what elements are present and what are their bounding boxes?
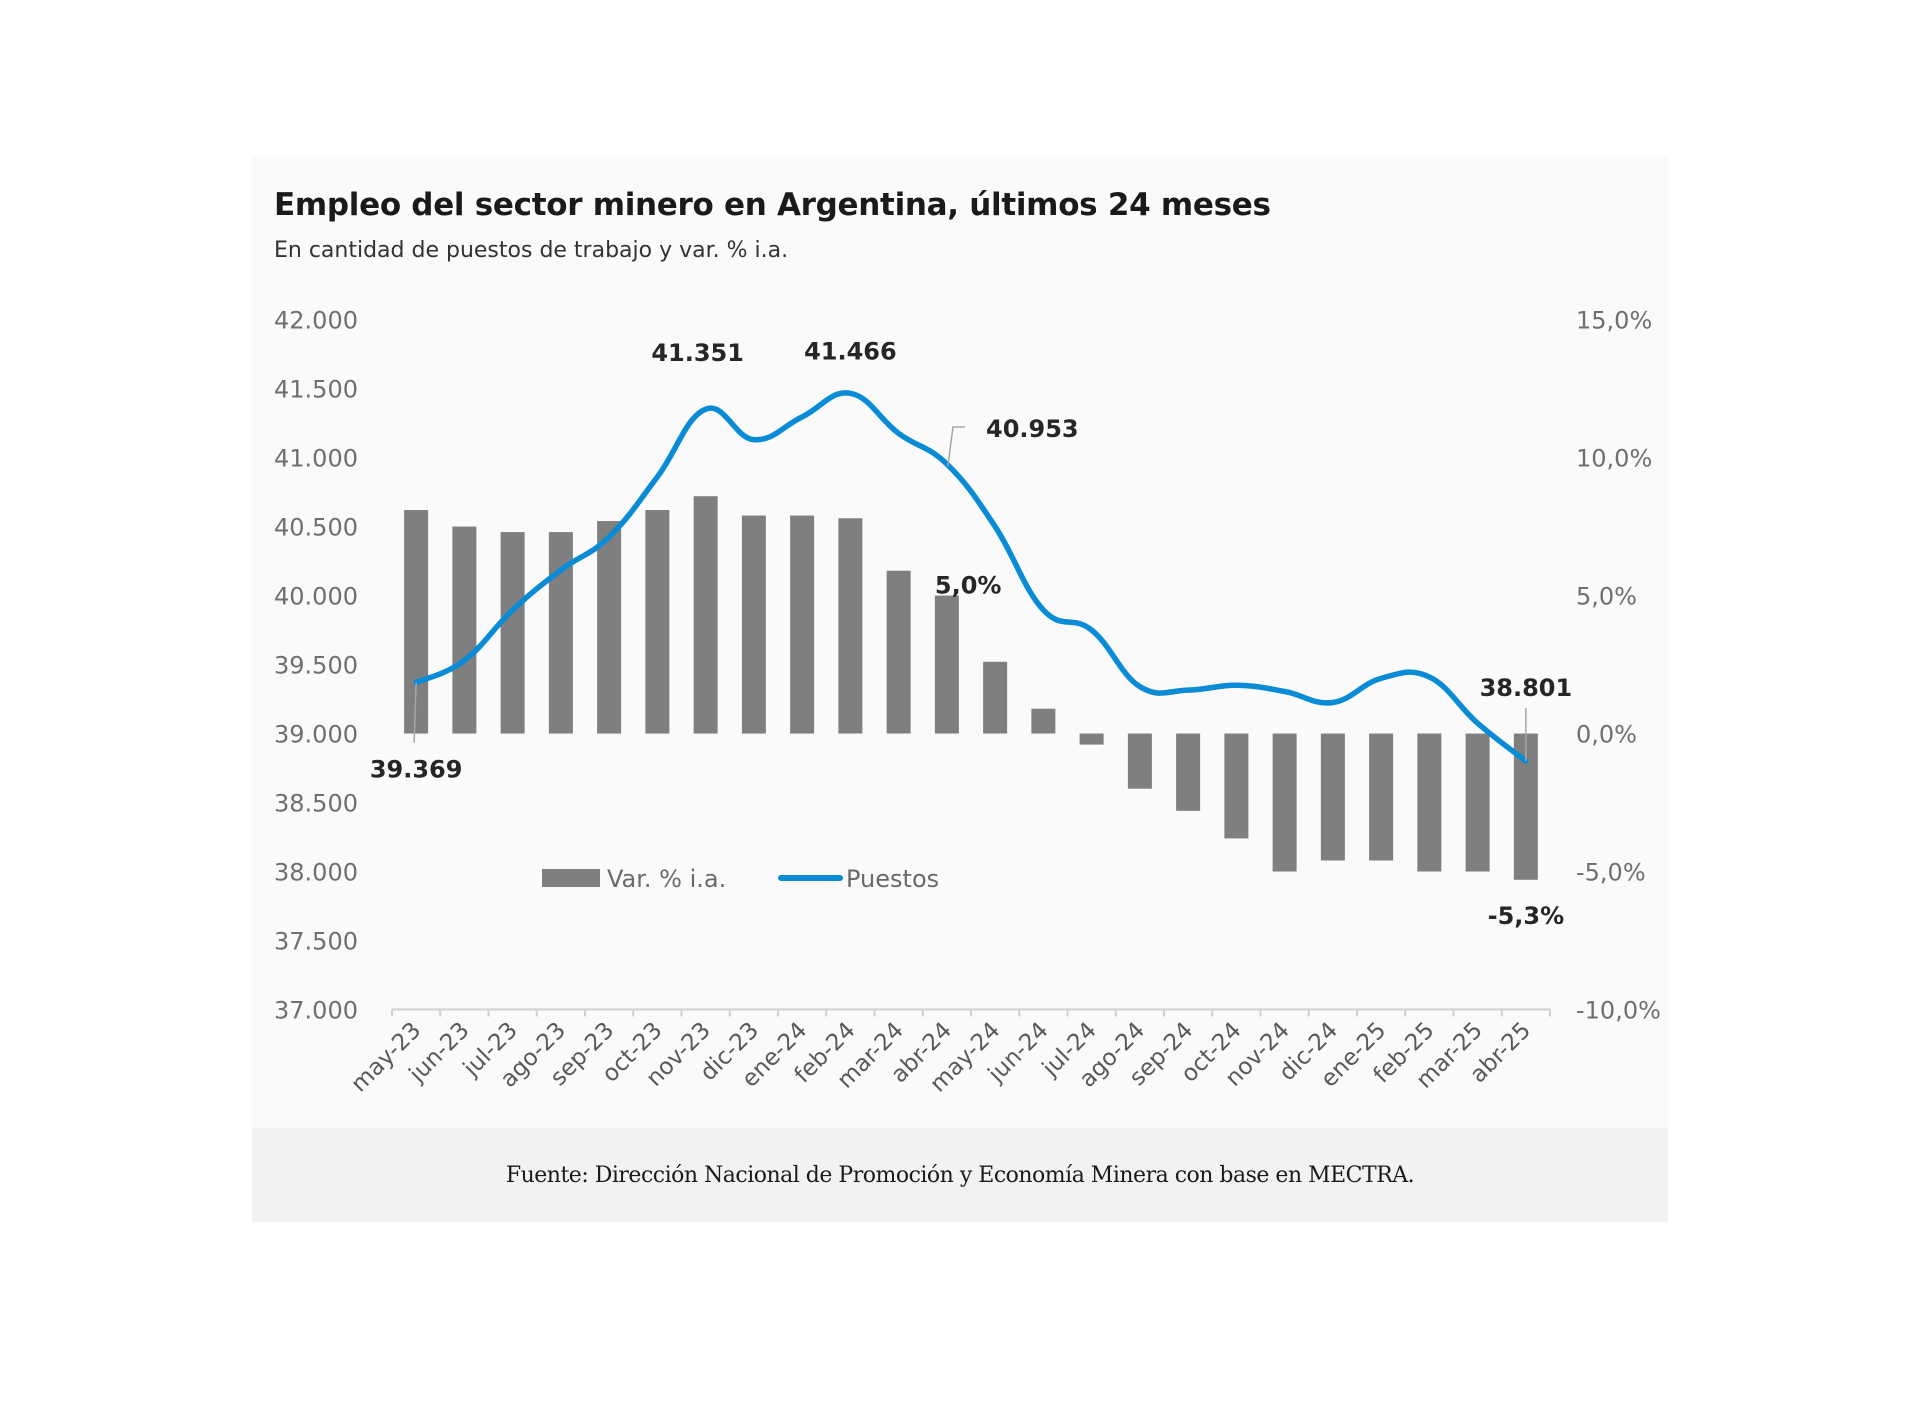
- y-left-tick-label: 40.500: [274, 514, 358, 542]
- bar-series: [404, 496, 1538, 880]
- bar-oct-24: [1224, 733, 1249, 839]
- chart-card: Empleo del sector minero en Argentina, ú…: [252, 157, 1668, 1222]
- y-left-tick-label: 38.500: [274, 790, 358, 818]
- bar-feb-24: [838, 518, 863, 734]
- chart-title: Empleo del sector minero en Argentina, ú…: [274, 187, 1271, 223]
- y-right-tick-label: 10,0%: [1576, 445, 1652, 473]
- bar-data-label: 5,0%: [935, 572, 1002, 600]
- bar-mar-25: [1465, 733, 1490, 872]
- bar-ago-24: [1127, 733, 1152, 789]
- bar-mar-24: [886, 570, 911, 734]
- y-left-tick-label: 37.500: [274, 928, 358, 956]
- y-right-tick-label: -5,0%: [1576, 859, 1646, 887]
- bar-ene-25: [1369, 733, 1394, 861]
- bar-feb-25: [1417, 733, 1442, 872]
- bar-oct-23: [645, 510, 670, 734]
- y-left-tick-label: 41.500: [274, 376, 358, 404]
- source-footer: Fuente: Dirección Nacional de Promoción …: [252, 1128, 1668, 1222]
- x-axis: may-23jun-23jul-23ago-23sep-23oct-23nov-…: [346, 1008, 1551, 1097]
- x-tick-label: may-23: [346, 1017, 426, 1097]
- bar-dic-24: [1320, 733, 1345, 861]
- y-left-tick-label: 39.500: [274, 652, 358, 680]
- y-axis-right: 15,0% 10,0% 5,0% 0,0% -5,0% -10,0%: [1576, 307, 1661, 1025]
- chart-subtitle: En cantidad de puestos de trabajo y var.…: [274, 238, 789, 263]
- y-left-tick-label: 42.000: [274, 307, 358, 335]
- legend: Var. % i.a. Puestos: [542, 865, 939, 893]
- y-right-tick-label: 5,0%: [1576, 583, 1637, 611]
- legend-label-puestos: Puestos: [846, 865, 939, 893]
- y-left-tick-label: 39.000: [274, 721, 358, 749]
- line-data-label: 40.953: [986, 415, 1079, 443]
- bar-sep-24: [1176, 733, 1201, 811]
- line-data-label: 41.466: [804, 337, 897, 365]
- line-data-label: 38.801: [1480, 674, 1573, 702]
- line-series: [413, 390, 1529, 764]
- y-left-tick-label: 41.000: [274, 445, 358, 473]
- bar-data-label: -5,3%: [1488, 902, 1565, 930]
- bar-nov-24: [1272, 733, 1297, 872]
- bar-sep-23: [597, 521, 622, 734]
- label-leader-line: [413, 682, 417, 743]
- bar-jul-23: [500, 532, 525, 734]
- legend-label-var: Var. % i.a.: [607, 865, 726, 893]
- bar-dic-23: [741, 515, 766, 734]
- y-axis-left: 42.000 41.500 41.000 40.500 40.000 39.500 39.0…: [274, 307, 358, 1025]
- bar-jun-23: [452, 526, 477, 734]
- bar-jun-24: [1031, 708, 1056, 734]
- legend-swatch-bar: [542, 869, 600, 887]
- y-left-tick-label: 38.000: [274, 859, 358, 887]
- bar-abr-24: [934, 595, 959, 734]
- y-left-tick-label: 40.000: [274, 583, 358, 611]
- line-data-label: 39.369: [370, 756, 463, 784]
- bar-ene-24: [790, 515, 815, 734]
- line-data-label: 41.351: [651, 339, 744, 367]
- bar-may-24: [983, 661, 1008, 734]
- data-labels: 39.369 41.351 41.466 40.953 38.801 5,0% -5,3%: [370, 337, 1572, 930]
- source-text: Fuente: Dirección Nacional de Promoción …: [505, 1162, 1415, 1188]
- y-left-tick-label: 37.000: [274, 997, 358, 1025]
- y-right-tick-label: -10,0%: [1576, 997, 1661, 1025]
- chart-plot: 42.000 41.500 41.000 40.500 40.000 39.500 39.0…: [274, 307, 1661, 1098]
- y-right-tick-label: 0,0%: [1576, 721, 1637, 749]
- bar-nov-23: [693, 496, 718, 734]
- label-leader-line: [947, 426, 965, 467]
- bar-jul-24: [1079, 733, 1104, 745]
- y-right-tick-label: 15,0%: [1576, 307, 1652, 335]
